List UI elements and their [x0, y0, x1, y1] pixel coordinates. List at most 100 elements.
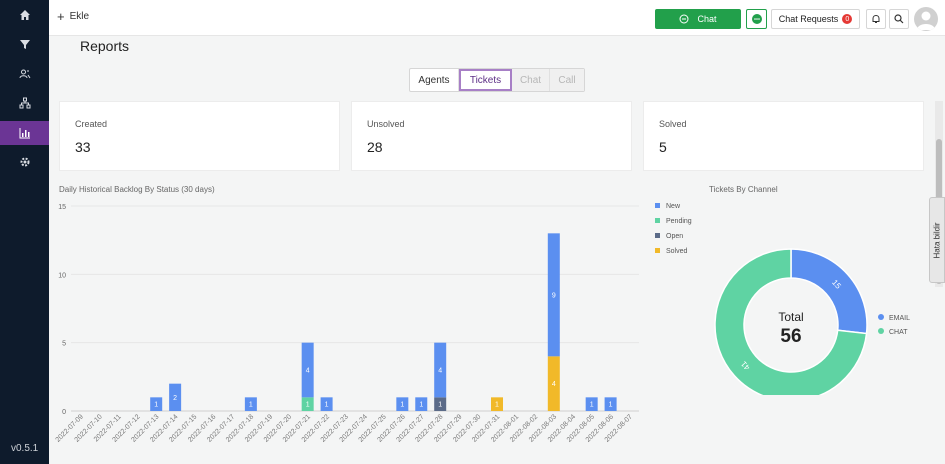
legend-label: Open — [666, 233, 683, 240]
bar-segment — [547, 233, 560, 357]
page-title: Reports — [80, 38, 130, 54]
sidebar-item-funnel[interactable] — [0, 32, 49, 56]
chat-requests-button[interactable]: Chat Requests 0 — [771, 9, 860, 29]
legend-label: New — [666, 203, 681, 210]
legend-swatch — [878, 314, 884, 320]
backlog-bar-chart: 0510152022-07-092022-07-102022-07-112022… — [55, 203, 692, 444]
y-tick-label: 0 — [62, 409, 66, 416]
bar-value-label: 9 — [552, 292, 556, 299]
bar-value-label: 1 — [249, 402, 253, 409]
bar-segment — [301, 342, 314, 398]
bar-chart-title: Daily Historical Backlog By Status (30 d… — [59, 185, 215, 194]
stat-card-solved: Solved 5 — [643, 101, 924, 171]
bar-value-label: 4 — [306, 368, 310, 375]
legend-label: EMAIL — [889, 315, 910, 322]
feedback-tab[interactable]: Hata bildir — [929, 197, 945, 283]
feedback-tab-label: Hata bildir — [932, 221, 942, 259]
notifications-button[interactable] — [866, 9, 886, 29]
bar-segment — [434, 342, 447, 398]
tab-call: Call — [550, 69, 584, 91]
stat-card-unsolved: Unsolved 28 — [351, 101, 632, 171]
bar-segment — [169, 383, 182, 411]
app-version: v0.5.1 — [11, 443, 39, 454]
donut-chart-title: Tickets By Channel — [709, 185, 778, 194]
tab-chat: Chat — [512, 69, 550, 91]
sidebar-item-settings[interactable] — [0, 150, 49, 174]
hierarchy-icon — [19, 97, 30, 109]
chat-requests-label: Chat Requests — [778, 14, 839, 24]
tab-agents[interactable]: Agents — [410, 69, 459, 91]
chat-requests-badge: 0 — [842, 14, 853, 24]
stat-card-created: Created 33 — [59, 101, 340, 171]
report-tabs: Agents Tickets Chat Call — [409, 68, 585, 92]
messages-button[interactable] — [746, 9, 767, 29]
legend-label: Solved — [666, 248, 688, 255]
sidebar-item-reports[interactable] — [0, 121, 49, 145]
bar-value-label: 1 — [419, 402, 423, 409]
stat-label: Created — [75, 119, 108, 129]
funnel-icon — [19, 40, 30, 49]
legend-swatch — [655, 248, 660, 253]
search-button[interactable] — [889, 9, 909, 29]
topbar: + Ekle Chat Chat Requests 0 — [49, 0, 945, 36]
legend-label: CHAT — [889, 329, 908, 336]
bar-segment — [604, 397, 617, 411]
plus-icon: + — [57, 8, 65, 24]
bar-value-label: 1 — [609, 402, 613, 409]
legend-swatch — [655, 203, 660, 208]
sidebar-item-hierarchy[interactable] — [0, 91, 49, 115]
legend-label: Pending — [666, 218, 692, 225]
donut-slice — [714, 248, 868, 395]
bar-segment — [320, 397, 333, 411]
search-icon — [894, 14, 904, 24]
bar-segment — [434, 397, 447, 411]
sidebar-item-home[interactable] — [0, 3, 49, 27]
stat-value: 5 — [659, 139, 667, 155]
bar-value-label: 4 — [552, 381, 556, 388]
bar-value-label: 1 — [306, 402, 310, 409]
bar-segment — [244, 397, 257, 411]
bar-segment — [150, 397, 163, 411]
stat-value: 28 — [367, 139, 383, 155]
chat-button-label: Chat — [697, 14, 717, 24]
y-tick-label: 5 — [62, 341, 66, 348]
donut-center-value: 56 — [780, 326, 801, 347]
chart-icon — [19, 128, 30, 139]
add-button[interactable]: + Ekle — [57, 8, 90, 24]
legend-swatch — [655, 218, 660, 223]
bar-value-label: 1 — [400, 402, 404, 409]
home-icon — [19, 10, 30, 20]
tab-tickets[interactable]: Tickets — [459, 69, 512, 91]
bar-value-label: 1 — [438, 402, 442, 409]
y-tick-label: 15 — [58, 204, 66, 211]
user-icon — [917, 11, 935, 30]
bar-segment — [585, 397, 598, 411]
legend-swatch — [655, 233, 660, 238]
bar-segment — [396, 397, 409, 411]
stat-value: 33 — [75, 139, 91, 155]
sidebar: v0.5.1 — [0, 0, 49, 464]
bar-segment — [491, 397, 503, 411]
bell-icon — [872, 14, 880, 23]
bar-value-label: 1 — [154, 402, 158, 409]
bar-segment — [547, 356, 560, 411]
message-icon — [751, 14, 762, 24]
donut-center-label: Total — [778, 310, 803, 324]
bar-value-label: 2 — [173, 395, 177, 402]
bar-segment — [301, 397, 314, 411]
bar-value-label: 4 — [438, 368, 442, 375]
bar-segment — [415, 397, 428, 411]
user-avatar[interactable] — [914, 7, 938, 31]
chat-button[interactable]: Chat — [655, 9, 741, 29]
chat-bubble-icon — [679, 14, 689, 24]
sidebar-item-users[interactable] — [0, 62, 49, 86]
stat-label: Solved — [659, 119, 687, 129]
y-tick-label: 10 — [58, 272, 66, 279]
add-button-label: Ekle — [69, 11, 90, 22]
stat-label: Unsolved — [367, 119, 405, 129]
bar-value-label: 1 — [590, 402, 594, 409]
users-icon — [19, 69, 30, 79]
bar-value-label: 1 — [325, 402, 329, 409]
bar-value-label: 1 — [495, 402, 499, 409]
